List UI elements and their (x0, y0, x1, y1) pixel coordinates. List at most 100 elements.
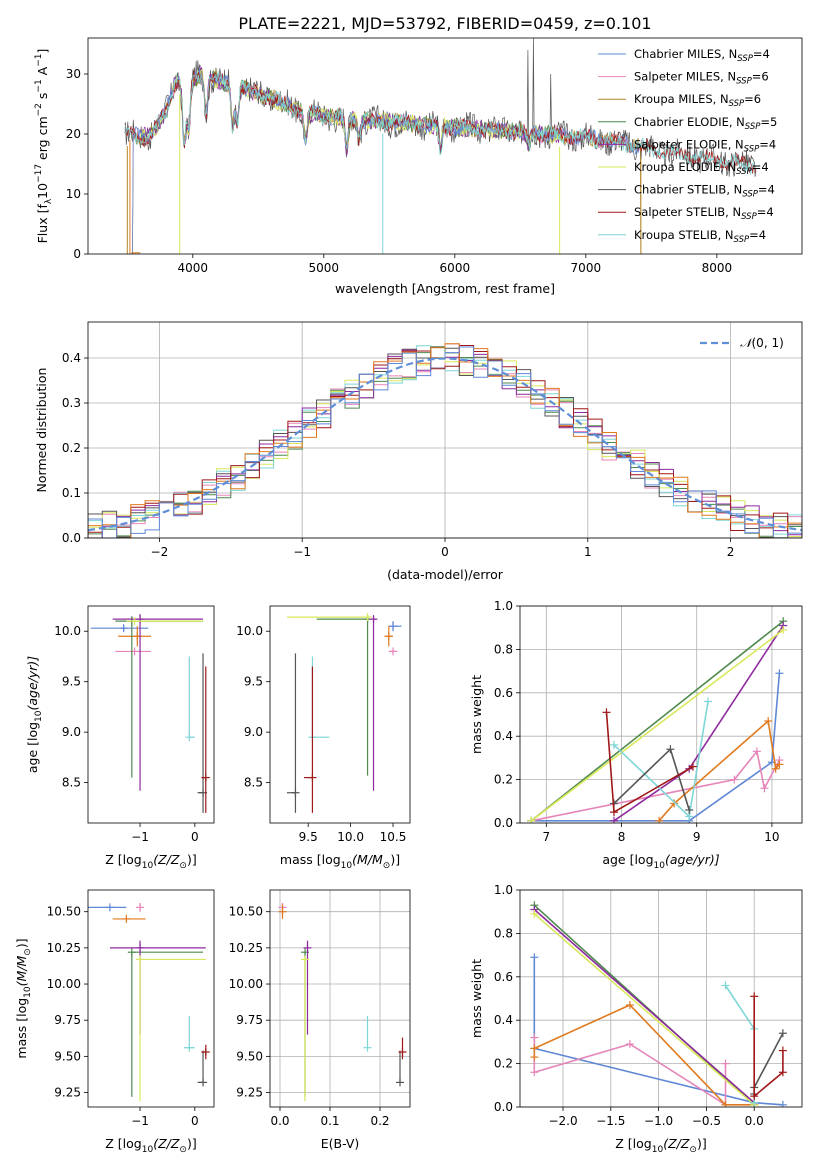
label-part: (age/yr)] (665, 852, 720, 867)
label-part: (Z/Z (663, 1136, 690, 1151)
legend-text: (0, 1) (752, 336, 784, 350)
x-tick-label: −0.5 (692, 1114, 721, 1128)
legend-text: Chabrier ELODIE, N (634, 115, 745, 129)
y-tick-label: 10.00 (47, 977, 81, 991)
label-part: (age/yr)] (25, 656, 40, 711)
label-part: λ (44, 198, 54, 204)
legend-n: =5 (760, 115, 777, 129)
label-sub: 10 (34, 710, 44, 722)
label-sub: ⊙ (179, 1145, 187, 1155)
y-tick-label: 0.4 (494, 729, 513, 743)
legend-symbol: 𝒩 (740, 336, 755, 350)
label-part: s (35, 93, 50, 104)
y-tick-label: 8.5 (244, 776, 263, 790)
label-sub: ⊙ (689, 1145, 697, 1155)
legend-sub: SSP (744, 144, 760, 154)
axes-frame (87, 321, 803, 539)
y-tick-label: 0.4 (494, 1013, 513, 1027)
y-tick-label: 0.2 (62, 441, 81, 455)
label-part: (Z/Z (153, 852, 180, 867)
x-tick-label: 6000 (440, 261, 471, 275)
spectrum-line (124, 70, 757, 176)
legend-n: =4 (758, 183, 775, 197)
x-tick-label: 0.2 (370, 1114, 389, 1128)
legend-label: Kroupa ELODIE, NSSP=4 (634, 160, 769, 177)
x-axis-label: Z [log10(Z/Z⊙)] (105, 1136, 196, 1155)
legend-sub: SSP (737, 54, 753, 64)
label-part: A (35, 66, 50, 79)
y-tick-label: 0.0 (494, 1100, 513, 1114)
label-part: −17 (34, 164, 44, 183)
label-part: 10 (35, 183, 50, 199)
label-part: age [log (602, 852, 653, 867)
y-tick-label: 9.25 (54, 1086, 81, 1100)
y-tick-label: 9.5 (244, 675, 263, 689)
series-line (533, 908, 755, 1104)
x-axis-label: E(B-V) (321, 1136, 360, 1151)
y-tick-label: 10.50 (229, 905, 263, 919)
y-tick-label: 9.0 (62, 725, 81, 739)
normal-curve (88, 357, 802, 532)
label-part: Z [log (615, 1136, 651, 1151)
label-part: )] (14, 938, 29, 948)
label-part: )] (697, 1136, 707, 1151)
x-tick-label: 7000 (571, 261, 602, 275)
y-tick-label: 0.2 (494, 773, 513, 787)
y-tick-label: 30 (66, 67, 81, 81)
x-tick-label: 0 (441, 545, 449, 559)
label-part: erg cm (35, 116, 50, 164)
series-line (533, 957, 783, 1106)
y-tick-label: 0.3 (62, 396, 81, 410)
y-tick-label: 10.0 (236, 624, 263, 638)
legend-text: Kroupa MILES, N (634, 92, 729, 106)
x-tick-label: 1 (584, 545, 592, 559)
y-tick-label: 0.6 (494, 970, 513, 984)
legend-text: Chabrier STELIB, N (634, 183, 742, 197)
plot-area (124, 38, 757, 254)
legend-n: =4 (753, 47, 770, 61)
x-tick-label: −2.0 (548, 1114, 577, 1128)
plot-area (286, 613, 402, 813)
y-tick-label: 0.0 (494, 816, 513, 830)
legend-text: Salpeter STELIB, N (634, 205, 741, 219)
axes-frame (87, 605, 215, 824)
x-axis-label: Z [log10(Z/Z⊙)] (105, 852, 196, 871)
y-tick-label: 10.50 (47, 905, 81, 919)
y-tick-label: 0 (73, 247, 81, 261)
x-tick-label: 0 (191, 1114, 199, 1128)
y-tick-label: 0.0 (62, 531, 81, 545)
label-sub: 10 (654, 861, 666, 871)
x-tick-label: 10.5 (380, 830, 407, 844)
axes-frame (519, 605, 803, 824)
x-axis-label: mass [log10(M/M⊙)] (280, 852, 400, 871)
legend-n: =4 (749, 228, 766, 242)
x-tick-label: 8 (618, 830, 626, 844)
label-part: )] (390, 852, 400, 867)
legend-n: =4 (757, 205, 774, 219)
axes-frame (269, 605, 411, 824)
label-part: −2 (34, 103, 44, 116)
legend-sub: SSP (736, 77, 752, 87)
legend-text: Kroupa ELODIE, N (634, 160, 736, 174)
label-part: )] (187, 1136, 197, 1151)
legend-n: =4 (759, 137, 776, 151)
x-tick-label: −2 (151, 545, 169, 559)
label-part: )] (187, 852, 197, 867)
y-tick-label: 0.6 (494, 686, 513, 700)
legend-n: =6 (752, 70, 769, 84)
label-sub: ⊙ (23, 948, 33, 956)
histogram-step (88, 346, 802, 538)
legend-sub: SSP (742, 190, 758, 200)
y-axis-label: age [log10(age/yr)] (25, 656, 44, 773)
x-axis-label: Z [log10(Z/Z⊙)] (615, 1136, 706, 1155)
label-sub: ⊙ (383, 861, 391, 871)
y-tick-label: 9.25 (236, 1086, 263, 1100)
label-part: Z [log (105, 1136, 141, 1151)
y-tick-label: 9.5 (62, 675, 81, 689)
y-tick-label: 9.50 (54, 1049, 81, 1063)
age-vs-metallicity-panel: −1 08.59.09.510.0Z [log10(Z/Z⊙)]age [log1… (25, 605, 215, 871)
y-axis-label: mass [log10(M/M⊙)] (14, 938, 33, 1058)
legend-text: Chabrier MILES, N (634, 47, 737, 61)
